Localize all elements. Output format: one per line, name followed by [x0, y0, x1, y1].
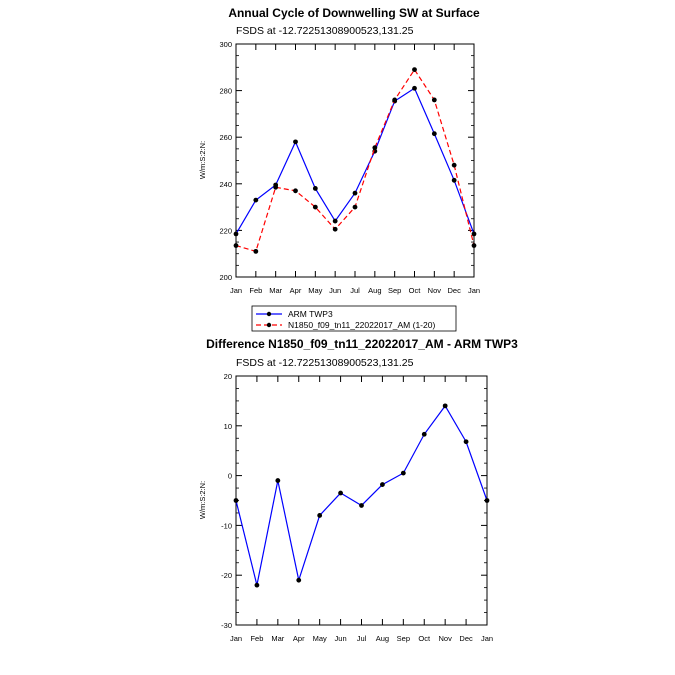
- data-point-1-1: [293, 188, 298, 194]
- data-point-2-0: [317, 513, 323, 518]
- x-tick-label-2: Jul: [357, 634, 367, 643]
- x-tick-label-2: Feb: [250, 634, 263, 643]
- x-tick-label-1: Oct: [409, 286, 422, 295]
- legend-label-arm: ARM TWP3: [288, 309, 333, 319]
- data-point-2-0: [296, 577, 302, 583]
- x-tick-label-1: Dec: [447, 286, 461, 295]
- y-tick-label-1: 280: [219, 87, 232, 96]
- y-tick-label-1: 240: [219, 180, 232, 189]
- x-tick-label-2: Dec: [459, 634, 473, 643]
- data-point-2-0: [233, 498, 239, 503]
- data-point-1-0: [352, 190, 358, 196]
- axis-ticks-2: -30 -20 -10 0 10 20 Jan Feb Mar Apr May Jun Jul Aug Se…: [221, 372, 493, 643]
- y-tick-label-1: 220: [219, 226, 232, 235]
- chart-title-2: Difference N1850_f09_tn11_22022017_AM - …: [206, 337, 518, 351]
- data-point-1-0: [233, 231, 239, 237]
- x-tick-label-1: Nov: [428, 286, 442, 295]
- data-point-1-0: [253, 197, 259, 203]
- data-point-2-0: [400, 470, 406, 476]
- y-tick-label-1: 300: [219, 40, 232, 49]
- data-point-2-0: [442, 403, 448, 409]
- data-point-1-1: [273, 184, 279, 190]
- y-axis-label-2: W/m:S:2:N:: [198, 481, 207, 519]
- x-tick-label-2: Nov: [438, 634, 452, 643]
- panel-annual-cycle: Annual Cycle of Downwelling SW at Surfac…: [198, 6, 480, 332]
- data-point-2-0: [275, 478, 281, 483]
- x-tick-label-2: Sep: [397, 634, 410, 643]
- data-point-2-0: [338, 490, 343, 496]
- x-tick-label-1: Jan: [230, 286, 242, 295]
- data-point-1-1: [392, 97, 398, 103]
- data-point-1-0: [431, 131, 437, 137]
- x-tick-label-1: May: [308, 286, 322, 295]
- x-tick-label-1: Jan: [468, 286, 480, 295]
- data-point-1-1: [233, 243, 239, 248]
- data-point-2-0: [254, 582, 260, 588]
- y-tick-label-2: 0: [228, 472, 232, 481]
- x-tick-label-1: Aug: [368, 286, 381, 295]
- data-point-1-1: [451, 162, 457, 168]
- data-point-1-1: [471, 243, 477, 248]
- series-group-2: [233, 403, 490, 588]
- data-point-1-1: [332, 226, 338, 232]
- series-line-2-0: [235, 404, 488, 586]
- chart-subtitle-1: FSDS at -12.72251308900523,131.25: [236, 25, 414, 37]
- x-tick-label-1: Jul: [350, 286, 360, 295]
- x-tick-label-2: Apr: [293, 634, 305, 643]
- legend-marker-arm: [266, 311, 272, 317]
- x-tick-label-1: Jun: [329, 286, 341, 295]
- data-point-1-0: [332, 218, 338, 224]
- x-tick-label-2: Jun: [335, 634, 347, 643]
- x-tick-label-2: Jan: [230, 634, 242, 643]
- data-point-2-0: [463, 439, 469, 445]
- data-point-1-0: [312, 186, 318, 191]
- data-point-1-0: [471, 231, 477, 237]
- data-point-1-1: [253, 248, 259, 254]
- x-tick-label-2: May: [313, 634, 327, 643]
- data-point-1-0: [451, 177, 457, 183]
- y-axis-label-1: W/m:S:2:N:: [198, 141, 207, 179]
- data-point-2-0: [484, 498, 490, 503]
- x-tick-label-1: Feb: [249, 286, 262, 295]
- x-tick-label-2: Aug: [376, 634, 389, 643]
- y-tick-label-1: 200: [219, 273, 232, 282]
- legend-marker-model: [266, 322, 272, 328]
- data-point-1-0: [293, 139, 298, 145]
- data-point-2-0: [380, 482, 385, 487]
- data-point-2-0: [359, 503, 364, 508]
- x-tick-label-2: Mar: [271, 634, 284, 643]
- chart-subtitle-2: FSDS at -12.72251308900523,131.25: [236, 357, 414, 369]
- data-point-1-1: [312, 204, 318, 210]
- data-point-1-1: [412, 67, 417, 73]
- x-tick-label-2: Jan: [481, 634, 493, 643]
- data-point-1-1: [431, 97, 437, 103]
- x-tick-label-1: Sep: [388, 286, 401, 295]
- data-point-1-1: [372, 145, 378, 151]
- series-line-1-1: [235, 68, 475, 253]
- legend-label-model: N1850_f09_tn11_22022017_AM (1-20): [288, 320, 435, 330]
- axis-ticks-1: 200 220 240 260 280 300 Jan Feb Mar Apr May Jun Jul A…: [219, 40, 480, 295]
- x-tick-label-2: Oct: [418, 634, 431, 643]
- plot-frame-1: [235, 43, 475, 278]
- data-point-1-1: [352, 204, 358, 210]
- series-line-1-0: [235, 87, 475, 235]
- data-point-1-0: [412, 85, 417, 91]
- x-tick-label-1: Mar: [269, 286, 282, 295]
- data-point-2-0: [421, 431, 427, 437]
- x-tick-label-1: Apr: [290, 286, 302, 295]
- series-group-1: [233, 67, 477, 254]
- panel-difference: Difference N1850_f09_tn11_22022017_AM - …: [198, 337, 518, 643]
- legend-box: [251, 305, 457, 332]
- y-tick-label-2: -30: [221, 621, 232, 630]
- legend: ARM TWP3 N1850_f09_tn11_22022017_AM (1-2…: [251, 305, 457, 332]
- y-tick-label-2: -10: [221, 521, 232, 530]
- y-tick-label-1: 260: [219, 133, 232, 142]
- chart-title-1: Annual Cycle of Downwelling SW at Surfac…: [228, 6, 480, 20]
- y-tick-label-2: -20: [221, 571, 232, 580]
- y-tick-label-2: 10: [224, 422, 232, 431]
- y-tick-label-2: 20: [224, 372, 232, 381]
